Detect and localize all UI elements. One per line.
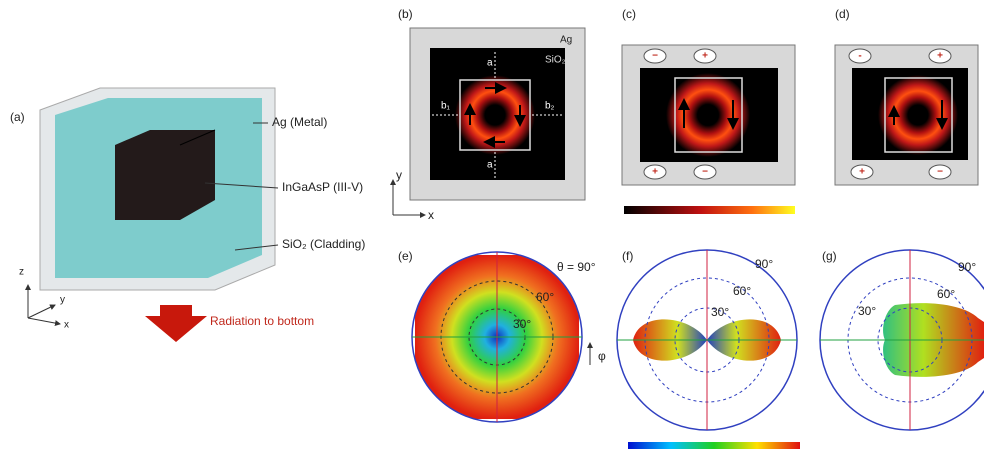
panel-c: (c) (622, 7, 795, 214)
angle-label: 60° (733, 284, 751, 298)
angle-label: 60° (536, 290, 554, 304)
panel-label: (c) (622, 7, 636, 21)
charge-sign: + (702, 51, 708, 62)
angle-label: 30° (513, 317, 531, 331)
gap-label: a (487, 160, 493, 171)
panel-e: (e) θ = 90° 60° 30° φ (398, 249, 606, 422)
charge-sign: + (937, 51, 943, 62)
charge-sign: + (859, 167, 865, 178)
panel-label: (e) (398, 249, 413, 263)
panel-label: (f) (622, 249, 633, 263)
axis-label: x (428, 208, 434, 222)
region-label: Ag (560, 35, 572, 46)
angle-label: 90° (958, 260, 976, 274)
panel-label: (b) (398, 7, 413, 21)
charge-sign: − (702, 167, 708, 178)
figure: (a) Ag (Metal) InGaAsP (III-V) SiO₂ (Cla… (0, 0, 984, 450)
arrow-text: Radiation to bottom (210, 314, 314, 328)
panel-label: (g) (822, 249, 837, 263)
angle-symbol: φ (598, 349, 606, 363)
gap-label: b₁ (441, 101, 451, 112)
gap-label: a (487, 58, 493, 69)
angle-label: 90° (755, 257, 773, 271)
colorbar (624, 206, 795, 214)
region-label: SiO₂ (545, 55, 566, 66)
charge-sign: - (858, 51, 861, 62)
colorbar (628, 442, 800, 449)
radiation-arrow (145, 305, 207, 342)
panel-a: (a) Ag (Metal) InGaAsP (III-V) SiO₂ (Cla… (10, 88, 365, 342)
angle-label: θ = 90° (557, 260, 596, 274)
angle-label: 30° (711, 305, 729, 319)
charge-sign: − (937, 167, 943, 178)
semiconductor-cube (115, 130, 215, 220)
angle-label: 60° (937, 287, 955, 301)
panel-label: (d) (835, 7, 850, 21)
charge-sign: + (652, 167, 658, 178)
panel-label: (a) (10, 110, 25, 124)
panel-g: (g) 90° 60° 30° (820, 249, 984, 430)
axis-label: y (396, 168, 402, 182)
panel-b: (b) Ag SiO₂ a a b₁ b₂ y x (393, 7, 585, 222)
callout: SiO₂ (Cladding) (282, 237, 365, 251)
axis-label: x (64, 320, 69, 331)
panel-f: (f) 90° 60° 30° (617, 249, 800, 449)
callout: InGaAsP (III-V) (282, 180, 363, 194)
charge-sign: − (652, 51, 658, 62)
callout: Ag (Metal) (272, 115, 327, 129)
axis-label: y (60, 295, 65, 306)
angle-label: 30° (858, 304, 876, 318)
axis-label: z (19, 267, 24, 278)
panel-d: (d) (835, 7, 978, 185)
gap-label: b₂ (545, 101, 555, 112)
